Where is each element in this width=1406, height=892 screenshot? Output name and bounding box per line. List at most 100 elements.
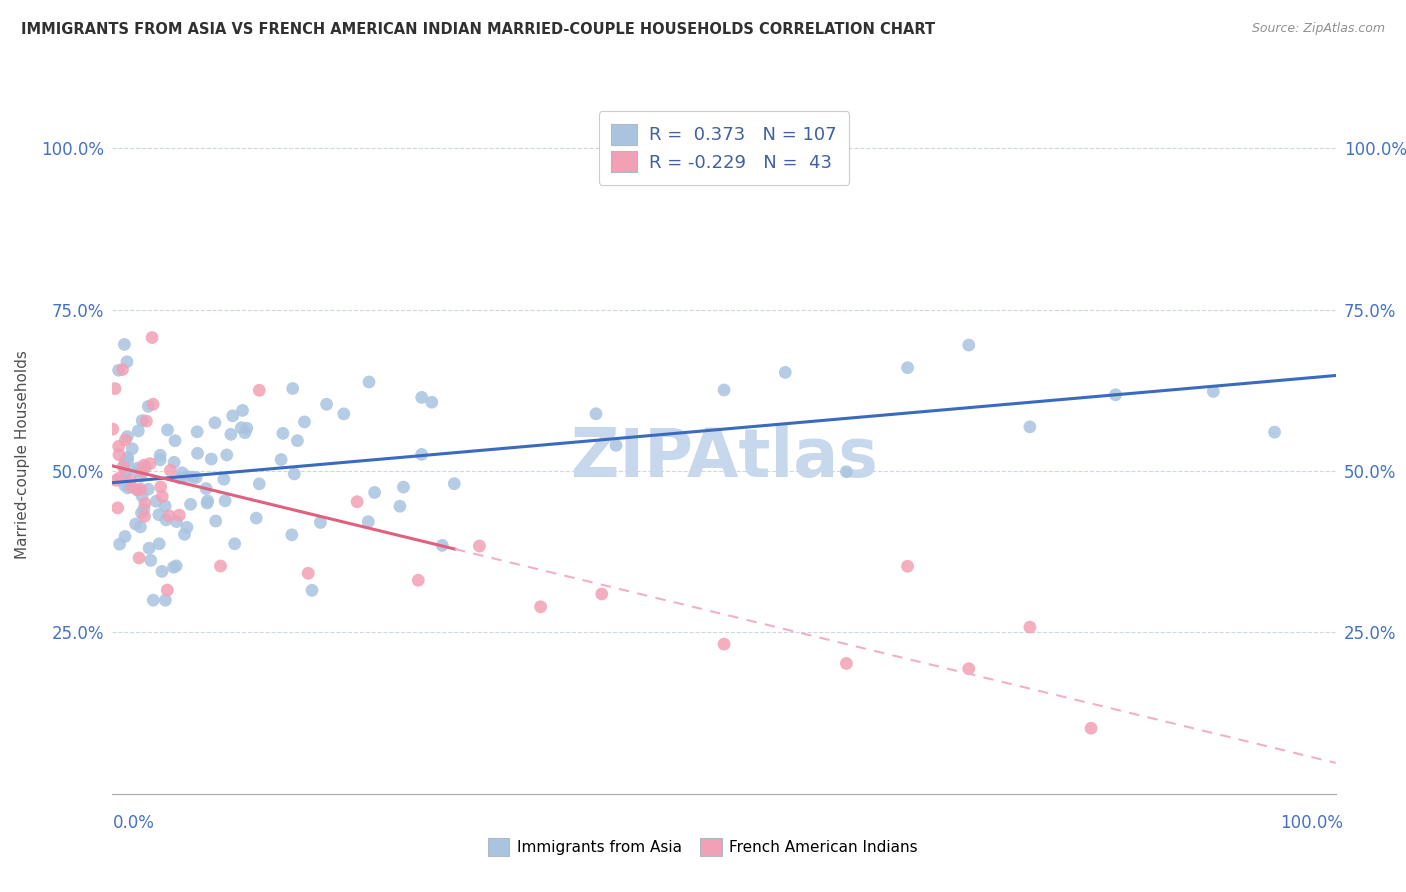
Point bbox=[121, 442, 143, 456]
Point bbox=[283, 467, 305, 481]
Point bbox=[219, 427, 242, 442]
Point bbox=[247, 476, 270, 491]
Point bbox=[163, 455, 186, 469]
Point bbox=[605, 438, 627, 452]
Point bbox=[129, 483, 152, 497]
Point bbox=[139, 553, 162, 567]
Point bbox=[117, 455, 139, 469]
Point bbox=[333, 407, 356, 421]
Point bbox=[117, 451, 139, 466]
Point bbox=[117, 429, 139, 443]
Point bbox=[117, 450, 139, 465]
Point bbox=[181, 470, 204, 484]
Point bbox=[114, 529, 136, 543]
Point bbox=[131, 414, 153, 428]
Point bbox=[112, 337, 135, 351]
Point bbox=[156, 583, 179, 598]
Point bbox=[432, 538, 454, 552]
Text: IMMIGRANTS FROM ASIA VS FRENCH AMERICAN INDIAN MARRIED-COUPLE HOUSEHOLDS CORRELA: IMMIGRANTS FROM ASIA VS FRENCH AMERICAN … bbox=[21, 22, 935, 37]
Point bbox=[713, 383, 735, 397]
Point bbox=[270, 452, 292, 467]
Point bbox=[127, 461, 149, 475]
Point bbox=[125, 483, 148, 497]
Point bbox=[957, 662, 980, 676]
Point bbox=[281, 382, 304, 396]
Point bbox=[135, 414, 157, 428]
Point bbox=[131, 464, 153, 478]
Point bbox=[357, 515, 380, 529]
Point bbox=[443, 476, 465, 491]
Point bbox=[131, 506, 153, 520]
Point bbox=[155, 593, 177, 607]
Point bbox=[145, 494, 167, 508]
Point bbox=[186, 470, 208, 484]
Point bbox=[148, 537, 170, 551]
Point bbox=[128, 551, 150, 566]
Point bbox=[231, 403, 253, 417]
Point bbox=[1080, 721, 1102, 735]
Point bbox=[155, 513, 177, 527]
Point bbox=[104, 382, 127, 396]
Point bbox=[166, 515, 188, 529]
Point bbox=[363, 485, 385, 500]
Point bbox=[141, 330, 163, 344]
Point bbox=[136, 482, 159, 496]
Point bbox=[112, 459, 135, 474]
Point bbox=[224, 537, 246, 551]
Point bbox=[214, 493, 236, 508]
Point bbox=[245, 511, 267, 525]
Point bbox=[153, 499, 176, 513]
Point bbox=[835, 657, 858, 671]
Point bbox=[411, 447, 433, 461]
Point bbox=[132, 502, 155, 516]
Point bbox=[173, 527, 195, 541]
Point bbox=[897, 559, 920, 574]
Point bbox=[388, 500, 411, 514]
Point bbox=[159, 463, 181, 477]
Point bbox=[114, 433, 136, 447]
Point bbox=[114, 478, 136, 492]
Y-axis label: Married-couple Households: Married-couple Households bbox=[15, 351, 30, 559]
Point bbox=[287, 434, 309, 448]
Point bbox=[150, 565, 173, 579]
Point bbox=[297, 566, 319, 581]
Point bbox=[468, 539, 491, 553]
Point bbox=[114, 466, 136, 480]
Point bbox=[138, 541, 160, 556]
Point bbox=[169, 471, 191, 485]
Point bbox=[165, 558, 187, 573]
Point bbox=[129, 520, 152, 534]
Point bbox=[108, 537, 131, 551]
Text: 0.0%: 0.0% bbox=[112, 814, 155, 831]
Point bbox=[271, 426, 294, 441]
Point bbox=[195, 482, 218, 496]
Point bbox=[134, 496, 156, 510]
Point bbox=[107, 363, 129, 377]
Point bbox=[215, 448, 238, 462]
Point bbox=[149, 453, 172, 467]
Legend: R =  0.373   N = 107, R = -0.229   N =  43: R = 0.373 N = 107, R = -0.229 N = 43 bbox=[599, 112, 849, 185]
Point bbox=[1018, 620, 1040, 634]
Point bbox=[127, 464, 149, 478]
Point bbox=[162, 560, 184, 574]
Point bbox=[346, 494, 368, 508]
Point bbox=[136, 400, 159, 414]
Point bbox=[124, 516, 146, 531]
Point bbox=[236, 421, 259, 435]
Point bbox=[127, 483, 149, 497]
Point bbox=[101, 422, 124, 436]
Point bbox=[411, 391, 433, 405]
Point bbox=[392, 480, 415, 494]
Point bbox=[169, 508, 191, 523]
Point bbox=[1202, 384, 1225, 399]
Point bbox=[111, 362, 134, 376]
Point bbox=[315, 397, 337, 411]
Point bbox=[107, 500, 129, 515]
Point bbox=[149, 480, 172, 494]
Point bbox=[134, 509, 156, 524]
Text: Source: ZipAtlas.com: Source: ZipAtlas.com bbox=[1251, 22, 1385, 36]
Legend: Immigrants from Asia, French American Indians: Immigrants from Asia, French American In… bbox=[482, 832, 924, 862]
Point bbox=[180, 497, 202, 511]
Point bbox=[120, 473, 142, 487]
Point bbox=[186, 446, 208, 460]
